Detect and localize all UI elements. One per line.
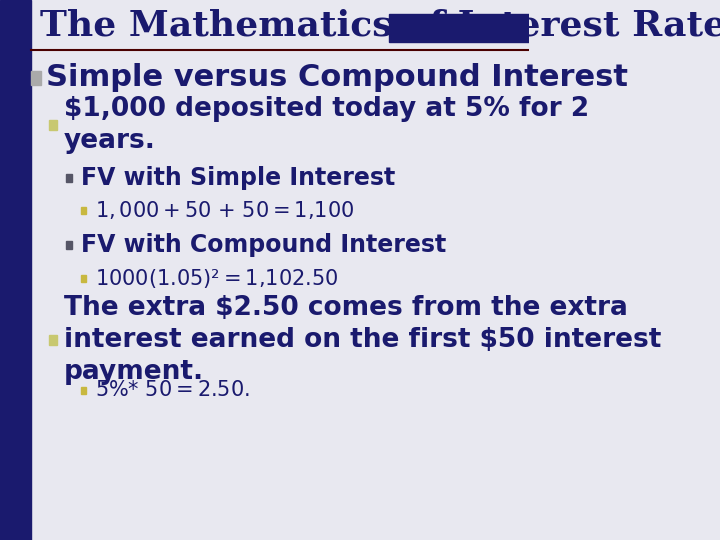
Text: The extra $2.50 comes from the extra
interest earned on the first $50 interest
p: The extra $2.50 comes from the extra int… [64, 295, 661, 385]
Text: Simple versus Compound Interest: Simple versus Compound Interest [45, 64, 628, 92]
Text: The Mathematics of Interest Rates: The Mathematics of Interest Rates [40, 9, 720, 43]
Text: FV with Compound Interest: FV with Compound Interest [81, 233, 446, 257]
FancyBboxPatch shape [81, 274, 86, 281]
FancyBboxPatch shape [81, 387, 86, 394]
FancyBboxPatch shape [66, 174, 72, 182]
FancyBboxPatch shape [31, 71, 41, 85]
Text: $1,000 deposited today at 5% for 2
years.: $1,000 deposited today at 5% for 2 years… [64, 96, 589, 154]
Bar [390, 14, 529, 42]
Text: 5%* $50 = $2.50.: 5%* $50 = $2.50. [96, 380, 251, 400]
Text: $1,000 + $50 + $50 = $1,100: $1,000 + $50 + $50 = $1,100 [96, 199, 355, 221]
FancyBboxPatch shape [66, 241, 72, 249]
Text: FV with Simple Interest: FV with Simple Interest [81, 166, 395, 190]
FancyBboxPatch shape [49, 120, 57, 130]
FancyBboxPatch shape [49, 335, 57, 345]
Bar [0, 0, 31, 540]
FancyBboxPatch shape [81, 206, 86, 213]
Text: $1000(1.05)² = $1,102.50: $1000(1.05)² = $1,102.50 [96, 267, 339, 289]
